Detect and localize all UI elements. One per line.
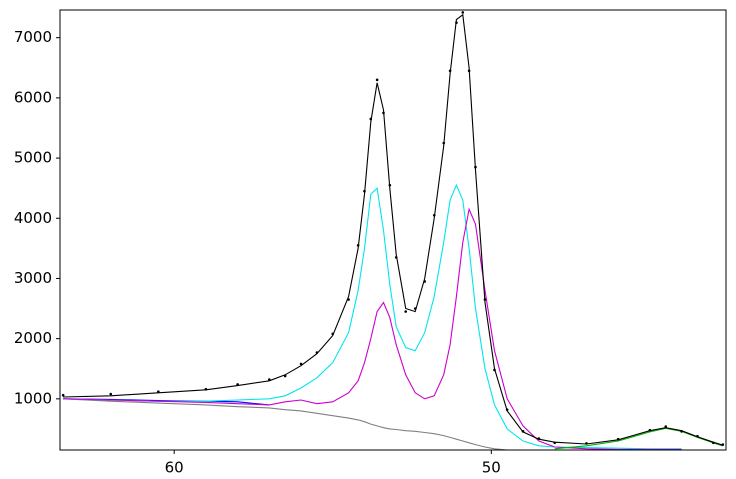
data-point bbox=[442, 141, 446, 145]
data-point bbox=[331, 332, 335, 336]
data-point bbox=[268, 378, 271, 381]
data-point bbox=[521, 430, 525, 433]
series-line bbox=[554, 427, 723, 450]
data-point bbox=[432, 213, 436, 217]
data-point bbox=[204, 387, 208, 391]
data-point bbox=[648, 428, 652, 432]
data-point bbox=[157, 390, 160, 393]
data-point bbox=[61, 393, 65, 397]
data-point bbox=[375, 78, 379, 82]
y-tick-label: 1000 bbox=[14, 389, 52, 407]
data-point bbox=[616, 437, 620, 441]
data-point bbox=[413, 307, 417, 310]
data-point bbox=[315, 351, 319, 354]
y-tick-label: 4000 bbox=[14, 209, 52, 227]
series-line bbox=[63, 183, 682, 450]
data-point bbox=[696, 434, 699, 438]
y-tick-label: 7000 bbox=[14, 28, 52, 46]
data-point bbox=[283, 374, 287, 378]
data-point bbox=[467, 69, 471, 73]
data-point bbox=[448, 69, 452, 73]
data-point bbox=[299, 362, 303, 366]
data-point bbox=[585, 442, 588, 445]
data-point bbox=[483, 298, 487, 301]
data-point bbox=[382, 111, 385, 115]
data-point bbox=[553, 441, 557, 445]
data-point bbox=[493, 368, 496, 372]
plot-frame bbox=[59, 9, 727, 451]
data-point bbox=[356, 244, 360, 247]
data-point bbox=[680, 430, 683, 433]
data-point bbox=[388, 183, 392, 187]
data-point bbox=[394, 256, 398, 259]
y-tick-label: 2000 bbox=[14, 329, 52, 347]
y-tick-label: 5000 bbox=[14, 149, 52, 167]
series-line bbox=[63, 13, 723, 446]
y-tick-label: 3000 bbox=[14, 269, 52, 287]
data-point bbox=[461, 11, 465, 14]
data-point bbox=[455, 21, 458, 24]
x-tick-label: 50 bbox=[482, 459, 501, 477]
data-point bbox=[537, 437, 541, 440]
data-point bbox=[347, 298, 350, 301]
data-point bbox=[109, 392, 113, 396]
series-line bbox=[63, 398, 523, 451]
data-point bbox=[236, 383, 239, 386]
data-point bbox=[363, 189, 366, 193]
data-point bbox=[664, 425, 668, 428]
data-point bbox=[404, 310, 407, 313]
data-point bbox=[474, 165, 477, 169]
data-point bbox=[712, 441, 715, 445]
data-point bbox=[505, 408, 509, 411]
y-tick-label: 6000 bbox=[14, 88, 52, 106]
data-point bbox=[721, 443, 725, 446]
series-line bbox=[63, 207, 682, 450]
data-point bbox=[423, 280, 427, 283]
data-point bbox=[369, 117, 373, 121]
x-tick-label: 60 bbox=[165, 459, 184, 477]
